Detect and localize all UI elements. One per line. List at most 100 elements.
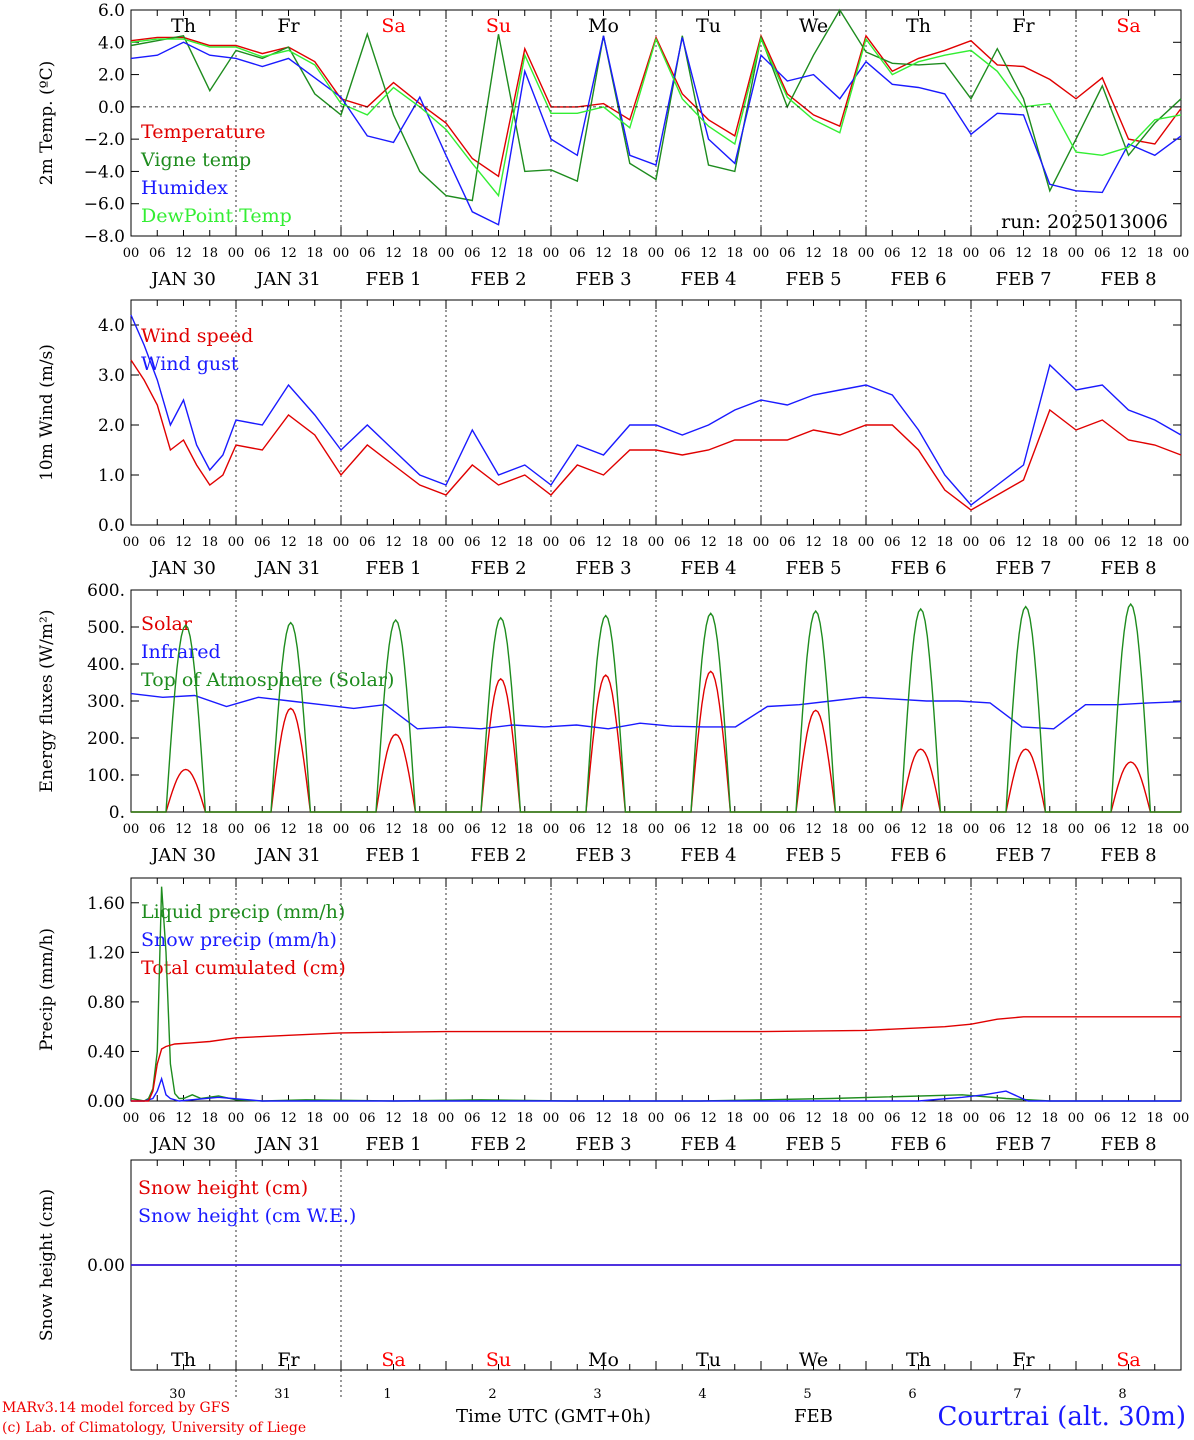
- bottom-day-label: Sa: [1116, 1349, 1140, 1371]
- series-line-liquid-precip-mm-h-: [130, 886, 1181, 1102]
- hour-label: 06: [359, 822, 376, 837]
- hour-label: 00: [438, 535, 455, 550]
- hour-label: 00: [963, 1111, 980, 1126]
- hour-label: 12: [280, 1111, 297, 1126]
- date-label: FEB 1: [365, 558, 421, 579]
- bottom-day-number: 4: [698, 1387, 706, 1402]
- hour-label: 00: [858, 246, 875, 261]
- bottom-day-label: Th: [171, 1349, 196, 1371]
- hour-label: 12: [1120, 246, 1137, 261]
- date-label: FEB 7: [995, 269, 1051, 290]
- hour-label: 06: [149, 535, 166, 550]
- hour-label: 18: [201, 1111, 218, 1126]
- hour-label: 18: [726, 535, 743, 550]
- hour-label: 18: [936, 1111, 953, 1126]
- hour-label: 00: [438, 1111, 455, 1126]
- legend-entry: Humidex: [141, 177, 228, 199]
- y-axis-label: 2m Temp. (ºC): [37, 61, 57, 186]
- series-line-humidex: [130, 35, 1182, 226]
- legend-entry: Vigne temp: [140, 149, 251, 171]
- hour-label: 18: [516, 822, 533, 837]
- hour-label: 00: [228, 822, 245, 837]
- hour-label: 18: [936, 535, 953, 550]
- y-tick-label: 500.: [87, 618, 125, 638]
- date-label: FEB 2: [470, 269, 526, 290]
- hour-label: 06: [569, 246, 586, 261]
- legend-entry: DewPoint Temp: [141, 205, 292, 227]
- hour-label: 18: [516, 1111, 533, 1126]
- date-label: FEB 5: [785, 845, 841, 866]
- hour-label: 12: [910, 246, 927, 261]
- hour-label: 12: [700, 535, 717, 550]
- hour-label: 06: [674, 535, 691, 550]
- hour-label: 00: [963, 535, 980, 550]
- hour-label: 12: [1015, 535, 1032, 550]
- day-label: Sa: [1116, 15, 1140, 37]
- legend-entry: Snow height (cm): [138, 1177, 308, 1199]
- hour-label: 00: [543, 822, 560, 837]
- date-label: FEB 1: [365, 1134, 421, 1155]
- hour-label: 18: [516, 535, 533, 550]
- legend-entry: Temperature: [141, 121, 265, 143]
- legend-entry: Snow precip (mm/h): [141, 929, 337, 951]
- hour-label: 12: [595, 1111, 612, 1126]
- hour-label: 18: [516, 246, 533, 261]
- day-label: Th: [906, 15, 931, 37]
- hour-label: 00: [648, 535, 665, 550]
- bottom-day-label: Sa: [381, 1349, 405, 1371]
- bottom-day-number: 5: [803, 1387, 811, 1402]
- hour-label: 12: [805, 246, 822, 261]
- series-line-snow-precip-mm-h-: [131, 1076, 1181, 1102]
- hour-label: 12: [700, 246, 717, 261]
- y-tick-label: 300.: [87, 692, 125, 712]
- hour-label: 00: [858, 1111, 875, 1126]
- hour-label: 18: [1041, 535, 1058, 550]
- date-label: FEB 6: [890, 269, 946, 290]
- y-axis-label: Precip (mm/h): [37, 928, 57, 1051]
- hour-label: 06: [149, 822, 166, 837]
- legend-entry: Solar: [141, 613, 193, 635]
- hour-label: 06: [884, 535, 901, 550]
- hour-label: 18: [621, 535, 638, 550]
- hour-label: 12: [175, 1111, 192, 1126]
- hour-label: 00: [753, 246, 770, 261]
- hour-label: 06: [779, 822, 796, 837]
- panel-5: 0.00 Snow height (cm) Snow height (cm) Snow…: [37, 1159, 1182, 1402]
- hour-label: 18: [1146, 1111, 1163, 1126]
- hour-label: 18: [306, 246, 323, 261]
- hour-label: 00: [753, 822, 770, 837]
- hour-label: 00: [1068, 822, 1085, 837]
- y-tick-label: 0.0: [98, 516, 125, 536]
- hour-label: 06: [569, 535, 586, 550]
- hour-label: 06: [254, 822, 271, 837]
- hour-label: 12: [490, 246, 507, 261]
- hour-label: 18: [411, 535, 428, 550]
- panel-4: 1.60 1.20 0.80 0.40 0.00 Precip (mm/h) 00 06 12 1…: [37, 877, 1189, 1155]
- hour-label: 06: [1094, 822, 1111, 837]
- hour-label: 18: [831, 535, 848, 550]
- hour-label: 00: [543, 1111, 560, 1126]
- bottom-day-label: Tu: [696, 1349, 721, 1371]
- hour-label: 00: [1068, 246, 1085, 261]
- hour-label: 00: [333, 535, 350, 550]
- series-line-vigne-temp: [130, 8, 1182, 202]
- hour-label: 00: [1173, 822, 1190, 837]
- hour-label: 06: [254, 1111, 271, 1126]
- hour-label: 12: [490, 822, 507, 837]
- credit-line-1: MARv3.14 model forced by GFS: [2, 1400, 231, 1416]
- hour-label: 06: [464, 1111, 481, 1126]
- x-axis-title: Time UTC (GMT+0h): [456, 1406, 651, 1427]
- y-tick-label: −4.0: [84, 162, 125, 182]
- hour-label: 00: [1068, 1111, 1085, 1126]
- hour-label: 06: [989, 246, 1006, 261]
- hour-label: 06: [884, 1111, 901, 1126]
- hour-label: 12: [1120, 535, 1137, 550]
- hour-label: 06: [464, 246, 481, 261]
- hour-label: 12: [385, 535, 402, 550]
- hour-label: 00: [963, 822, 980, 837]
- hour-label: 18: [621, 822, 638, 837]
- date-label: FEB 7: [995, 558, 1051, 579]
- date-label: FEB 6: [890, 1134, 946, 1155]
- hour-label: 00: [123, 535, 140, 550]
